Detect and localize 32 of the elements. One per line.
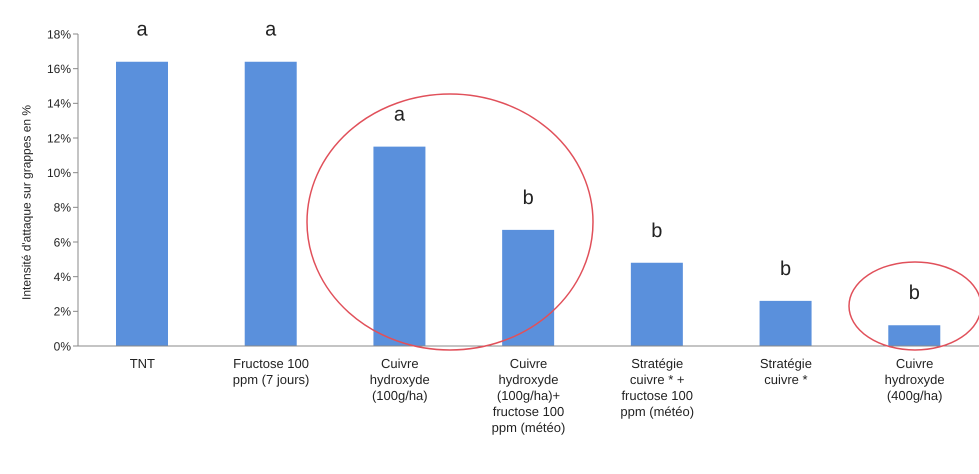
x-tick-label: Fructose 100 ppm (7 jours)	[232, 356, 310, 387]
x-tick-label: Cuivre hydroxyde (400g/ha)	[884, 356, 945, 403]
y-tick-label: 16%	[46, 62, 72, 76]
annotation: b	[780, 258, 792, 280]
y-tick-label: 6%	[54, 235, 72, 250]
bar	[116, 62, 168, 346]
x-tick-label: TNT	[130, 356, 156, 371]
annotation: b	[908, 282, 920, 304]
y-tick-label: 14%	[46, 96, 72, 111]
y-tick-label: 0%	[54, 339, 72, 354]
y-tick-label: 8%	[54, 200, 72, 215]
bar	[373, 146, 426, 346]
y-tick-label: 18%	[46, 27, 72, 42]
bar	[888, 325, 940, 346]
x-tick-label: Cuivre hydroxyde (100g/ha)+ fructose 100 ppm (météo)	[492, 356, 566, 435]
bar	[630, 262, 683, 346]
x-tick-label: Stratégie cuivre *	[760, 356, 812, 387]
y-axis-title: Intensité d'attaque sur grappes en %	[19, 104, 34, 300]
y-tick-label: 4%	[54, 270, 72, 284]
annotation: a	[136, 18, 148, 41]
y-tick-label: 12%	[46, 131, 72, 146]
annotation: b	[651, 220, 662, 242]
bar	[760, 300, 812, 346]
annotation: b	[522, 186, 534, 209]
annotation: a	[394, 104, 406, 126]
bar	[244, 62, 297, 346]
annotation: a	[265, 18, 278, 41]
y-tick-label: 2%	[54, 304, 72, 319]
y-tick-label: 10%	[46, 166, 72, 180]
x-tick-label: Cuivre hydroxyde (100g/ha)	[370, 356, 430, 403]
bar	[502, 230, 554, 346]
x-tick-label: Stratégie cuivre * + fructose 100 ppm (météo)	[620, 356, 694, 419]
